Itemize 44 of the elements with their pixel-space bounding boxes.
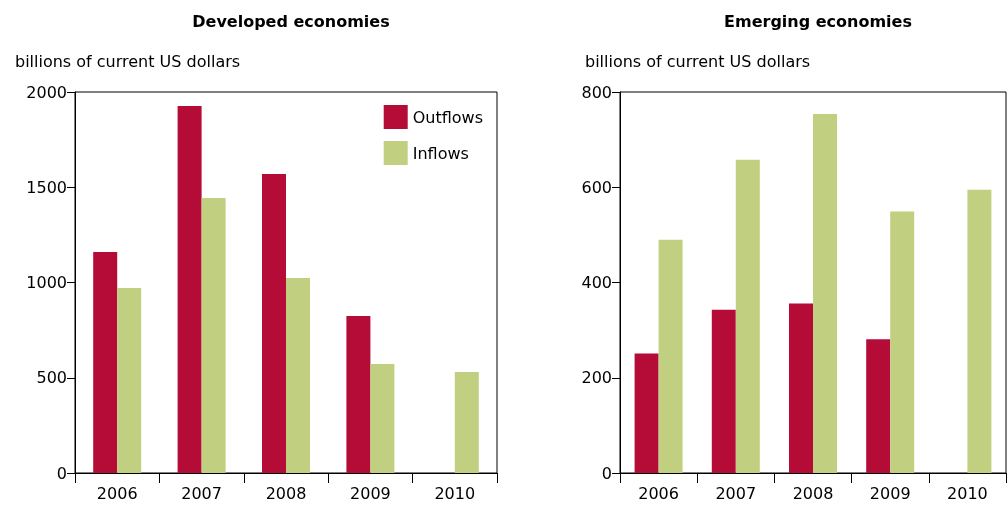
bar <box>177 106 202 473</box>
x-tick-label: 2006 <box>638 483 679 503</box>
bar <box>286 277 310 473</box>
bar <box>967 189 992 473</box>
bar <box>735 159 760 473</box>
x-tick-label: 2007 <box>181 483 222 503</box>
x-tick-label: 2009 <box>869 483 911 503</box>
y-tick-label: 1000 <box>26 273 67 292</box>
y-tick-label: 2000 <box>26 82 67 102</box>
legend-label: Outflows <box>412 107 483 127</box>
chart-title: Developed economies <box>192 11 390 31</box>
y-tick-label: 0 <box>601 463 612 483</box>
bar <box>117 288 142 473</box>
x-tick-label: 2009 <box>350 483 391 503</box>
y-tick-label: 500 <box>36 368 67 388</box>
y-tick-label: 200 <box>581 368 612 388</box>
y-axis-title: billions of current US dollars <box>585 51 811 71</box>
bar <box>813 113 837 473</box>
x-tick-label: 2010 <box>434 483 476 503</box>
chart-title: Emerging economies <box>724 11 912 31</box>
x-tick-label: 2008 <box>792 483 834 503</box>
bar <box>93 252 118 473</box>
bar <box>711 309 736 473</box>
bar <box>262 173 286 473</box>
bar <box>201 197 226 473</box>
legend-label: Inflows <box>412 143 469 163</box>
bar <box>454 372 479 473</box>
y-tick-label: 800 <box>581 82 612 102</box>
bar <box>658 239 683 473</box>
bar <box>346 316 371 473</box>
bar <box>370 364 395 473</box>
x-tick-label: 2008 <box>265 483 307 503</box>
bar <box>866 339 891 473</box>
x-tick-label: 2006 <box>96 483 138 503</box>
y-tick-label: 600 <box>581 177 612 197</box>
bar <box>890 211 915 473</box>
bar <box>634 353 659 473</box>
x-tick-label: 2010 <box>947 483 988 503</box>
y-tick-label: 400 <box>581 273 612 292</box>
bar <box>789 303 813 473</box>
y-axis-title: billions of current US dollars <box>15 51 241 71</box>
x-tick-label: 2007 <box>715 483 757 503</box>
y-tick-label: 1500 <box>26 177 67 197</box>
y-tick-label: 0 <box>56 463 67 483</box>
